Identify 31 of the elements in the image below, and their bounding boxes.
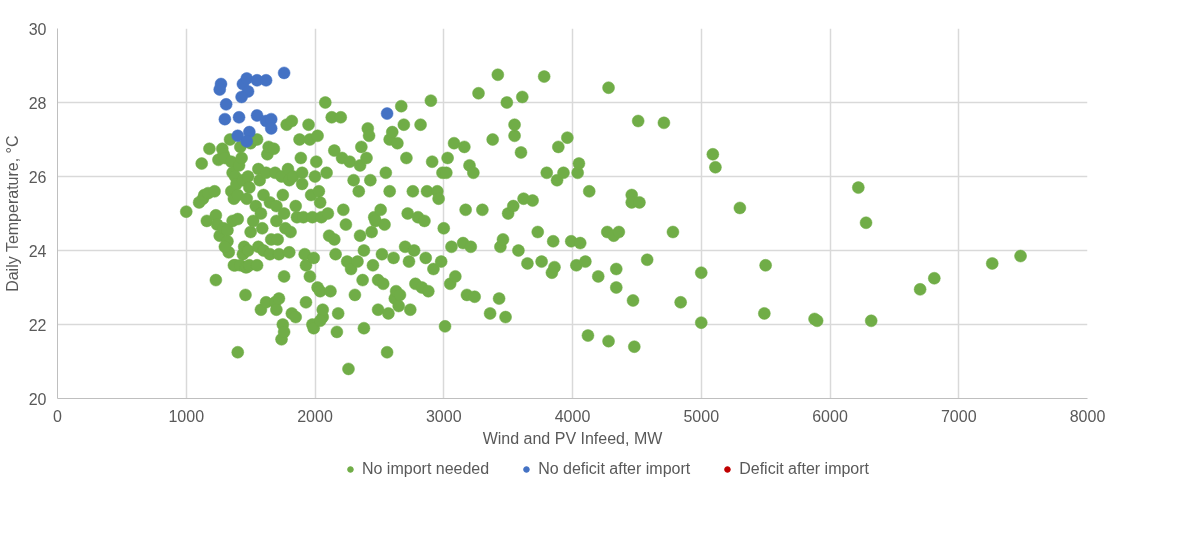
x-tick-label: 5000 [683,407,720,425]
point [219,98,233,111]
point [232,111,246,124]
y-tick-label: 30 [28,20,47,38]
x-tick-label: 6000 [812,407,848,425]
legend-label: No import needed [361,460,490,478]
point [259,74,273,87]
point [380,107,394,120]
legend-label: No deficit after import [538,460,691,478]
y-tick-label: 20 [28,390,47,408]
legend-label: Deficit after import [739,460,870,478]
x-tick-label: 0 [53,407,63,425]
point [250,109,264,122]
point [240,135,254,148]
x-tick-label: 3000 [425,407,462,425]
y-tick-label: 24 [28,242,47,260]
x-tick-label: 7000 [940,407,977,425]
point [240,72,254,85]
y-axis-title: Daily Temperature, °C [3,135,21,292]
y-tick-label: 22 [28,316,47,334]
point [235,90,248,104]
y-tick-label: 28 [28,94,47,112]
point [218,112,232,126]
x-tick-label: 1000 [168,407,205,425]
x-axis-title: Wind and PV Infeed, MW [482,429,664,447]
y-tick-label: 26 [28,168,47,186]
x-tick-label: 2000 [297,407,333,425]
x-tick-label: 8000 [1069,407,1106,425]
x-tick-label: 4000 [554,407,591,425]
point [277,66,291,80]
point [264,122,278,135]
